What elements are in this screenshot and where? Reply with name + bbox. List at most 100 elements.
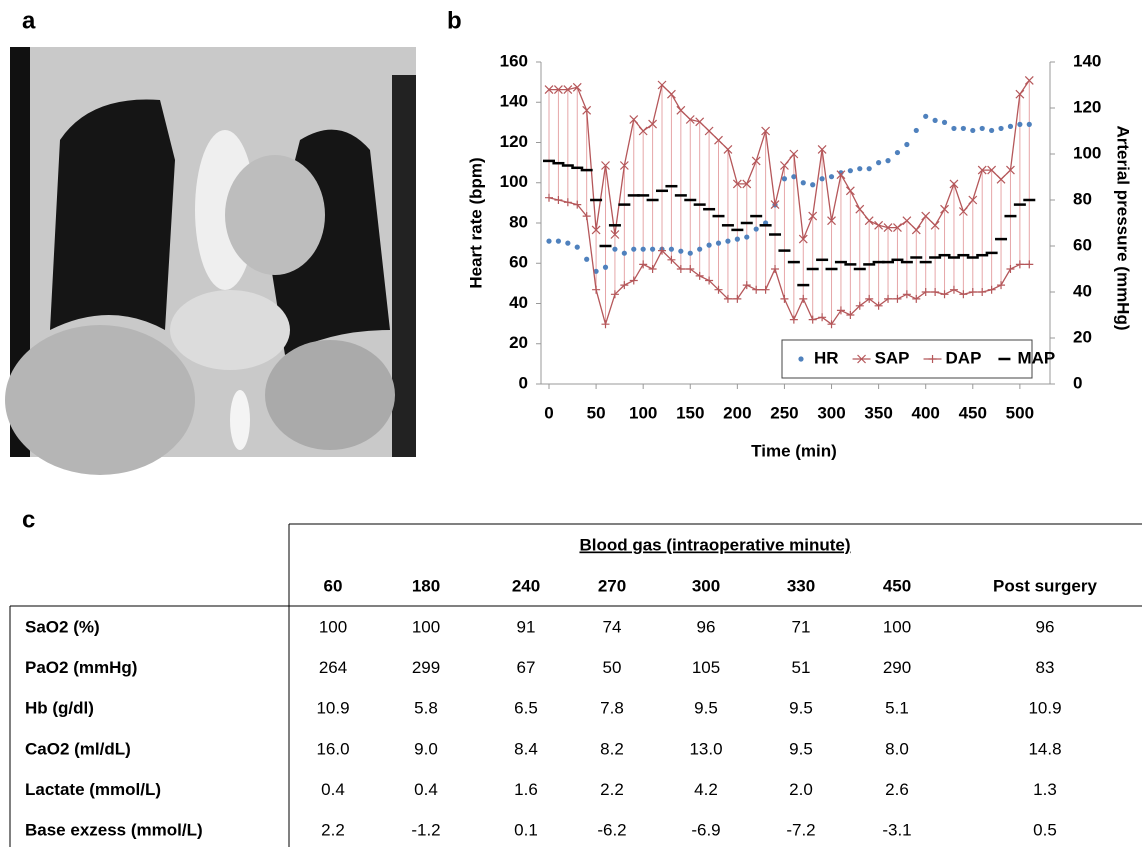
sap-point [977,165,987,175]
table-cell: 2.6 [885,780,909,799]
sap-point [714,135,723,145]
hr-point [866,166,872,172]
sap-point [780,161,789,170]
table-cell: 8.2 [600,739,624,758]
table-cell: 8.4 [514,739,538,758]
hr-point [904,141,910,148]
hr-point [828,174,835,180]
sap-point [685,115,695,124]
series-line [549,80,1030,240]
sap-point [761,126,771,136]
y-tick-label: 60 [509,253,528,272]
x-tick-label: 250 [770,403,798,422]
sap-point [996,174,1006,184]
dap-point [742,281,751,290]
hr-point [989,127,995,134]
y2-tick-label: 40 [1073,281,1092,300]
table-cell: -6.9 [691,820,720,839]
hr-point [631,246,637,252]
y-tick-label: 140 [500,92,528,111]
hr-point [565,240,571,246]
table-cell: 100 [319,617,347,636]
x-tick-label: 400 [912,403,940,422]
sap-point [553,85,563,95]
sap-point [1024,75,1034,85]
table-cell: 2.2 [600,780,624,799]
dap-point [601,320,610,329]
ct-spine [230,390,250,450]
legend-box [781,339,1033,379]
sap-point [789,149,799,159]
dap-point [733,294,742,303]
dap-point [836,306,845,315]
table-cell: 105 [692,658,720,677]
panel-label: c [22,506,35,533]
hr-point [857,166,863,172]
table-cell: 0.4 [414,780,438,799]
ct-abdomen [265,340,395,450]
sap-point [949,179,959,189]
sap-point [940,204,949,214]
x-tick-label: 100 [629,403,657,422]
dap-point [912,294,921,303]
sap-point [958,207,968,216]
hr-point [979,125,985,132]
y2-tick-label: 0 [1073,373,1082,392]
table-cell: 83 [1036,658,1055,677]
series-line [548,197,1030,327]
legend-marker [798,356,804,362]
sap-point [968,195,978,205]
table-cell: 1.3 [1033,780,1057,799]
column-header: 450 [883,576,911,595]
dap-point [884,294,893,303]
dap-point [1015,260,1024,269]
hr-point [555,238,562,244]
column-header: Post surgery [993,576,1097,595]
table-cell: 100 [412,617,440,636]
hr-point [951,125,957,132]
dap-point [582,212,591,221]
table-cell: 6.5 [514,699,538,718]
dap-point [978,288,987,296]
sap-point [836,170,846,180]
dap-point [648,265,657,273]
dap-point [846,311,855,319]
table-cell: 74 [603,617,622,636]
y2-tick-label: 60 [1073,235,1092,254]
table: Blood gas (intraoperative minute) 60 180 2… [9,523,1142,847]
hr-point [923,113,929,119]
dap-point [639,260,648,269]
table-cell: 290 [883,658,911,677]
sap-point [601,161,610,170]
table-cell: 67 [517,658,536,677]
y-axis-label: Heart rate (bpm) [466,157,485,288]
column-header: 240 [512,576,540,595]
sap-point [591,225,601,235]
sap-point [845,186,855,196]
hr-point [612,246,618,252]
sap-point [610,230,620,239]
hr-point [715,240,722,246]
y2-tick-label: 120 [1073,97,1101,116]
y2-tick-label: 140 [1073,51,1101,70]
hr-point [970,127,976,134]
x-tick-label: 50 [587,403,606,422]
sap-point [893,223,902,233]
table-cell: 0.4 [321,780,345,799]
dap-point [827,320,836,329]
sap-point [1015,89,1025,99]
ct-mediastinum [225,155,325,275]
sap-point [751,156,761,166]
table-cell: 10.9 [316,699,349,718]
dap-point [629,276,638,285]
sap-point [676,105,686,115]
hr-point [678,248,684,254]
column-header: 180 [412,576,440,595]
dap-point [997,281,1006,290]
dap-point [789,315,798,324]
sap-point [563,85,573,95]
hr-point [584,256,590,262]
hr-point [734,236,740,242]
hr-point [847,168,853,174]
